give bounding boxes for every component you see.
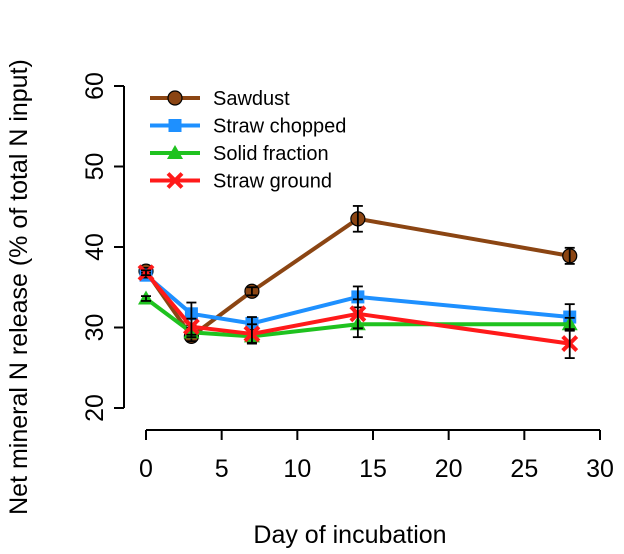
legend-item: Straw ground <box>150 171 332 193</box>
legend-item: Straw chopped <box>150 116 346 138</box>
error-bar <box>141 295 151 302</box>
x-tick-label: 30 <box>586 455 614 483</box>
legend-marker <box>167 145 183 159</box>
error-bar <box>141 269 151 277</box>
legend-item: Sawdust <box>150 88 290 110</box>
error-bar <box>352 205 363 233</box>
series-layer <box>137 205 579 359</box>
legend-item: Solid fraction <box>150 143 329 165</box>
x-tick-label: 0 <box>139 455 153 483</box>
legend-marker <box>168 119 182 132</box>
x-tick-label: 5 <box>215 455 229 483</box>
error-bar <box>352 298 363 330</box>
error-bar <box>564 246 575 265</box>
x-tick-label: 20 <box>435 455 463 483</box>
x-tick-label: 10 <box>283 455 311 483</box>
legend-label: Straw ground <box>213 171 332 193</box>
y-tick-label: 60 <box>81 72 109 100</box>
y-axis-ticks: 20 30 40 50 60 <box>81 72 124 422</box>
legend-marker <box>167 90 183 106</box>
legend-label: Sawdust <box>213 88 290 110</box>
series-straw-ground <box>137 264 579 359</box>
error-bar <box>186 317 197 336</box>
legend-label: Solid fraction <box>213 143 329 165</box>
legend-label: Straw chopped <box>213 116 346 138</box>
x-tick-label: 25 <box>510 455 538 483</box>
legend-marker <box>166 172 184 189</box>
x-axis-label: Day of incubation <box>253 521 446 549</box>
y-tick-label: 30 <box>81 314 109 342</box>
y-tick-label: 40 <box>81 233 109 261</box>
legend: Sawdust Straw chopped Solid fraction Straw … <box>150 88 346 193</box>
y-tick-label: 20 <box>81 394 109 422</box>
cross-stroke <box>166 172 184 189</box>
y-tick-label: 50 <box>81 153 109 181</box>
y-axis-label: Net mineral N release (% of total N inpu… <box>5 59 33 515</box>
x-axis-ticks: 0 5 10 15 20 25 30 <box>139 430 614 483</box>
error-bar <box>246 323 257 345</box>
error-bar <box>246 286 257 297</box>
axes: 0 5 10 15 20 25 30 20 30 40 50 60 <box>81 72 614 483</box>
error-bar <box>564 328 575 359</box>
x-tick-label: 15 <box>359 455 387 483</box>
